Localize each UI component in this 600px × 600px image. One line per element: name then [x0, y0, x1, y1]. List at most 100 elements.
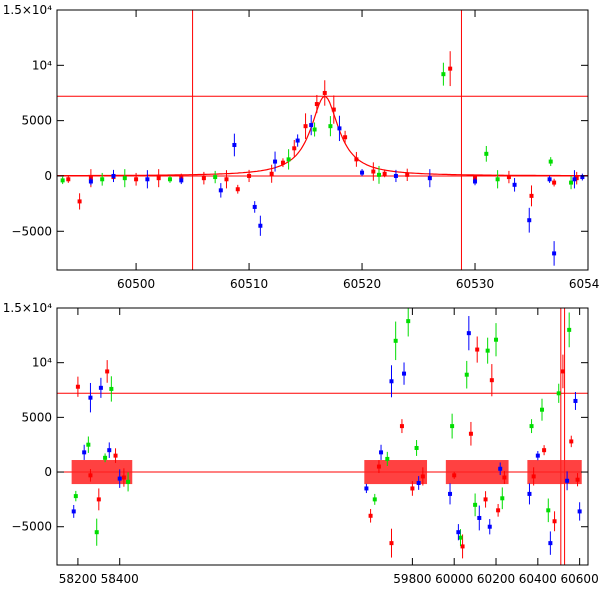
- data-point: [556, 391, 561, 396]
- data-point: [552, 251, 557, 256]
- data-band: [527, 460, 582, 485]
- data-point: [500, 496, 505, 501]
- x-tick-label: 60530: [456, 277, 494, 291]
- plot-area: [57, 10, 588, 270]
- y-tick-label: 0: [44, 465, 52, 479]
- data-point: [343, 135, 348, 140]
- data-point: [134, 177, 139, 182]
- data-point: [88, 473, 93, 478]
- y-tick-label: 1.5×10⁴: [3, 301, 52, 315]
- data-point: [379, 450, 384, 455]
- data-point: [60, 178, 65, 183]
- data-point: [269, 171, 274, 176]
- data-point: [527, 218, 532, 223]
- data-point: [406, 319, 411, 324]
- data-point: [489, 378, 494, 383]
- data-point: [485, 348, 490, 353]
- data-point: [448, 491, 453, 496]
- data-point: [77, 199, 82, 204]
- data-point: [399, 424, 404, 429]
- data-point: [484, 151, 489, 156]
- data-point: [466, 331, 471, 336]
- data-point: [542, 448, 547, 453]
- data-point: [416, 480, 421, 485]
- data-point: [420, 474, 425, 479]
- data-point: [156, 176, 161, 181]
- data-point: [258, 223, 263, 228]
- data-point: [567, 327, 572, 332]
- data-point: [548, 541, 553, 546]
- bottom-panel: 58200 58400 59800 60000 60200 60400 60600 −5000…: [3, 301, 599, 586]
- data-point: [441, 72, 446, 77]
- data-point: [448, 66, 453, 71]
- x-tick-label: 60520: [343, 277, 381, 291]
- x-tick-label: 60400: [519, 572, 557, 586]
- data-point: [94, 530, 99, 535]
- data-point: [232, 142, 237, 147]
- data-point: [427, 176, 432, 181]
- data-band: [71, 460, 133, 485]
- data-point: [314, 102, 319, 107]
- data-point: [82, 450, 87, 455]
- data-point: [405, 172, 410, 177]
- data-point: [218, 188, 223, 193]
- data-point: [126, 479, 131, 484]
- data-point: [498, 466, 503, 471]
- data-point: [309, 123, 314, 128]
- data-point: [458, 535, 463, 540]
- data-point: [337, 126, 342, 131]
- data-point: [452, 473, 457, 478]
- data-point: [179, 178, 184, 183]
- data-point: [100, 177, 105, 182]
- data-point: [468, 431, 473, 436]
- data-point: [477, 515, 482, 520]
- data-point: [402, 371, 407, 376]
- data-point: [512, 182, 517, 187]
- data-point: [368, 513, 373, 518]
- data-point: [456, 530, 461, 535]
- data-point: [376, 464, 381, 469]
- data-point: [546, 508, 551, 513]
- data-point: [66, 177, 71, 182]
- data-point: [573, 398, 578, 403]
- data-point: [527, 491, 532, 496]
- data-point: [473, 179, 478, 184]
- data-point: [540, 407, 545, 412]
- data-point: [464, 372, 469, 377]
- data-point: [410, 486, 415, 491]
- x-tick-label: 60200: [477, 572, 515, 586]
- data-point: [280, 160, 285, 165]
- data-point: [494, 337, 499, 342]
- data-point: [213, 175, 218, 180]
- data-point: [121, 475, 126, 480]
- data-point: [360, 170, 365, 175]
- y-tick-label: 1.5×10⁴: [3, 3, 52, 17]
- data-point: [292, 146, 297, 151]
- data-point: [572, 177, 577, 182]
- data-point: [506, 175, 511, 180]
- data-point: [322, 90, 327, 95]
- x-tick-label: 60000: [435, 572, 473, 586]
- data-point: [111, 173, 116, 178]
- data-point: [88, 395, 93, 400]
- y-tick-label: 5000: [21, 410, 52, 424]
- x-tick-label: 59800: [393, 572, 431, 586]
- data-band: [364, 460, 428, 485]
- data-point: [286, 157, 291, 162]
- data-point: [167, 177, 172, 182]
- data-point: [96, 497, 101, 502]
- data-point: [574, 176, 579, 181]
- x-tick-label: 58400: [101, 572, 139, 586]
- data-point: [382, 171, 387, 176]
- data-point: [331, 107, 336, 112]
- data-point: [552, 519, 557, 524]
- data-point: [73, 494, 78, 499]
- data-point: [560, 369, 565, 374]
- data-point: [86, 442, 91, 447]
- data-point: [103, 455, 108, 460]
- x-tick-label: 58200: [59, 572, 97, 586]
- data-point: [372, 497, 377, 502]
- data-point: [577, 509, 582, 514]
- data-point: [145, 177, 150, 182]
- data-point: [547, 177, 552, 182]
